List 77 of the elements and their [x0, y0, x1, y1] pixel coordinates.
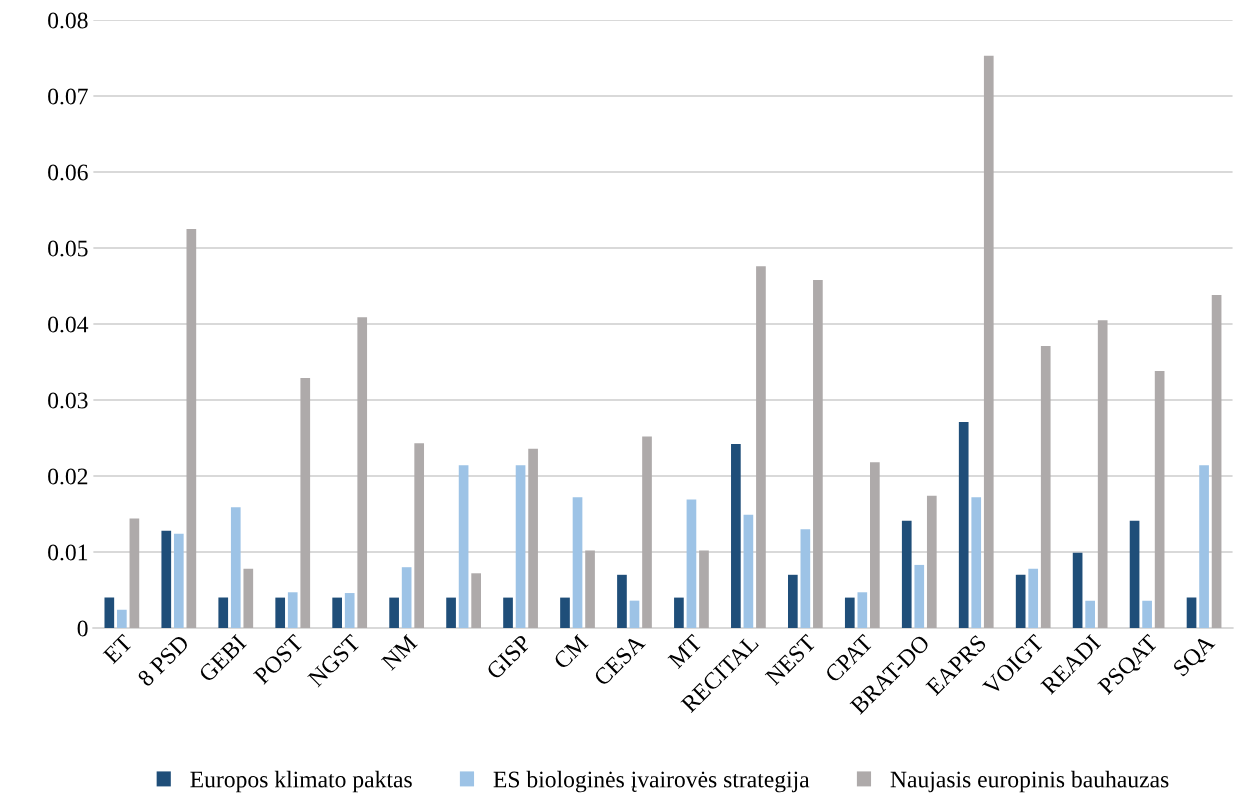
- bar: [528, 448, 538, 628]
- bar: [1072, 552, 1083, 628]
- bar: [357, 317, 368, 628]
- bar: [674, 597, 684, 628]
- bar: [218, 597, 229, 628]
- bar: [629, 600, 640, 628]
- bar: [117, 609, 127, 628]
- bar: [800, 529, 811, 628]
- bar: [1040, 346, 1051, 628]
- bar: [446, 597, 456, 628]
- bar: [275, 597, 286, 628]
- bar: [104, 597, 115, 628]
- bar: [914, 564, 925, 628]
- x-tick-label: ET: [102, 633, 134, 665]
- bar: [926, 495, 937, 628]
- x-tick-label: SQA: [1172, 633, 1219, 680]
- y-tick-label: 0.03: [48, 392, 88, 409]
- bar: [686, 499, 697, 628]
- bar: [743, 514, 754, 628]
- bar: [173, 533, 184, 628]
- bar: [1015, 574, 1026, 628]
- bar: [901, 520, 912, 628]
- bar: [1211, 295, 1222, 628]
- bar: [813, 279, 823, 628]
- bar: [1028, 568, 1039, 628]
- bar: [756, 266, 766, 628]
- bar: [287, 592, 298, 628]
- bar: [958, 422, 969, 628]
- bar: [844, 597, 855, 628]
- x-tick-label: NM: [380, 634, 418, 671]
- legend-label: ES biologinės įvairovės strategija: [493, 770, 810, 793]
- bar: [186, 229, 197, 628]
- legend-label: Europos klimato paktas: [190, 770, 412, 793]
- bar: [1097, 320, 1108, 628]
- bar: [642, 436, 652, 628]
- bar: [300, 377, 311, 628]
- bar: [971, 497, 982, 628]
- bar: [161, 530, 172, 628]
- bar: [129, 518, 140, 628]
- bar: [699, 550, 709, 628]
- bar: [230, 507, 241, 628]
- bar: [471, 573, 481, 628]
- bar: [344, 593, 355, 628]
- bar: [585, 550, 595, 628]
- bar: [617, 574, 627, 628]
- bar: [458, 465, 469, 628]
- bar: [1129, 520, 1140, 628]
- bar: [870, 462, 880, 628]
- bar: [401, 567, 412, 628]
- bar: [389, 597, 399, 628]
- bar: [983, 55, 994, 628]
- bar: [515, 465, 526, 628]
- y-tick-label: 0.07: [48, 88, 88, 105]
- bar: [572, 497, 583, 628]
- bar: [857, 592, 868, 628]
- bar: [503, 597, 513, 628]
- y-tick-label: 0.04: [48, 316, 89, 333]
- y-tick-label: 0: [77, 620, 88, 637]
- bar: [787, 574, 798, 628]
- y-tick-label: 0.06: [48, 164, 88, 181]
- bar: [560, 597, 570, 628]
- bar: [1142, 600, 1152, 628]
- x-tick-label: CM: [552, 633, 589, 670]
- x-tick-label: 8 PSD: [136, 634, 190, 688]
- y-tick-label: 0.08: [48, 12, 88, 29]
- bar: [1085, 600, 1095, 628]
- y-tick-label: 0.05: [48, 240, 88, 257]
- y-tick-label: 0.02: [48, 468, 88, 485]
- bar: [243, 568, 254, 628]
- bar: [731, 444, 741, 628]
- bar: [1199, 465, 1209, 628]
- y-tick-label: 0.01: [48, 544, 88, 561]
- bar: [332, 597, 342, 628]
- bar: [414, 443, 425, 628]
- bar: [1154, 371, 1165, 628]
- legend-label: Naujasis europinis bauhauzas: [890, 770, 1169, 793]
- bar: [1186, 597, 1197, 628]
